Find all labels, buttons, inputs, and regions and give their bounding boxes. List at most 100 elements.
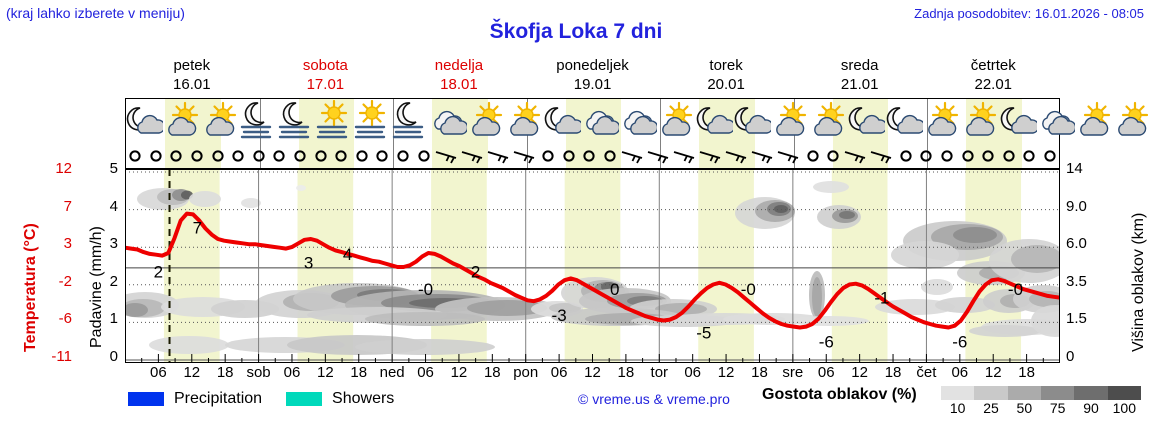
x-tick-label-0: 06	[150, 364, 167, 381]
wind-calm-icon	[1040, 143, 1061, 168]
day-header-5: sreda 21.01	[793, 56, 927, 96]
x-tick-label-17: 12	[717, 364, 735, 381]
temperature-label: 0	[610, 280, 619, 299]
sun-cloud-icon	[1113, 99, 1151, 143]
location-menu-note: (kraj lahko izberete v meniju)	[6, 5, 185, 21]
day-date: 20.01	[707, 76, 745, 93]
sun-cloud-icon	[163, 99, 201, 143]
wind-calm-icon	[559, 143, 580, 168]
wind-calm-icon	[998, 143, 1019, 168]
wind-calm-icon	[802, 143, 823, 168]
cloud-density-label: Gostota oblakov (%)	[762, 386, 917, 403]
cloud-height-tick-0: 14	[1066, 160, 1083, 177]
cloud-height-tick-1: 9.0	[1066, 197, 1087, 215]
temperature-axis-ticks: 12 7 3 -2 -6 -11	[40, 160, 72, 370]
x-tick-label-14: 18	[617, 364, 635, 381]
cloud-density-tick-0: 10	[949, 400, 966, 416]
day-header-3: ponedeljek 19.01	[526, 56, 660, 96]
x-tick-label-19: sre	[782, 364, 804, 381]
wind-calm-icon	[166, 143, 187, 168]
sun-cloud-icon	[809, 99, 847, 143]
wind-calm-icon	[916, 143, 937, 168]
precipitation-tick-3: 2	[109, 272, 118, 290]
precipitation-tick-4: 1	[109, 310, 118, 328]
cloud-height-tick-3: 3.5	[1066, 272, 1087, 290]
cloud-height-tick-5: 0	[1066, 348, 1075, 365]
cloud-height-tick-2: 6.0	[1066, 235, 1087, 253]
wind-barb-strip	[125, 143, 1060, 169]
wind-barb-icon	[750, 143, 776, 168]
x-tick-label-20: 06	[817, 364, 835, 381]
x-tick-label-26: 18	[1018, 364, 1035, 381]
precipitation-legend-label: Precipitation	[174, 390, 263, 407]
wind-calm-icon	[823, 143, 844, 168]
day-header-1: sobota 17.01	[259, 56, 393, 96]
precipitation-axis-ticks: 5 4 3 2 1 0	[96, 160, 118, 370]
precipitation-tick-0: 5	[109, 160, 118, 177]
moon-cloud-icon	[695, 99, 733, 143]
wind-calm-icon	[413, 143, 434, 168]
moon-cloud-icon	[125, 99, 163, 143]
wind-calm-icon	[228, 143, 249, 168]
forecast-graph: 2 7 3 4 -0 2 -3 0 -5 -0 -6 -1 -6 -0	[125, 169, 1060, 363]
wind-calm-icon	[895, 143, 916, 168]
temperature-tick-4: -6	[58, 310, 72, 328]
temperature-label: -6	[819, 332, 834, 351]
day-name: ponedeljek	[556, 57, 629, 74]
cloud-density-colorbar	[941, 386, 1141, 400]
wind-calm-icon	[579, 143, 600, 168]
x-tick-label-22: 18	[884, 364, 902, 381]
wind-calm-icon	[290, 143, 311, 168]
x-tick-label-10: 18	[483, 364, 501, 381]
showers-swatch	[286, 392, 323, 406]
x-tick-label-2: 18	[216, 364, 234, 381]
sun-cloud-icon	[923, 99, 961, 143]
x-tick-label-9: 12	[450, 364, 468, 381]
cloud-height-tick-4: 1.5	[1066, 310, 1087, 328]
wind-barb-icon	[776, 143, 802, 168]
x-tick-label-1: 12	[183, 364, 201, 381]
x-tick-label-15: tor	[650, 364, 669, 381]
temperature-label: -6	[952, 332, 967, 351]
wind-barb-icon	[512, 143, 538, 168]
wind-calm-icon	[393, 143, 414, 168]
wind-barb-icon	[620, 143, 646, 168]
page-title: Škofja Loka 7 dni	[489, 20, 663, 43]
day-date: 17.01	[306, 76, 345, 93]
temperature-label: -0	[741, 280, 756, 299]
sun-cloud-icon	[771, 99, 809, 143]
moon-cloud-icon	[543, 99, 581, 143]
day-date: 22.01	[974, 76, 1013, 93]
cloud-density-swatch-3	[1040, 386, 1075, 400]
x-tick-label-6: 18	[350, 364, 368, 381]
x-tick-label-4: 06	[283, 364, 301, 381]
temperature-label: 2	[471, 262, 480, 281]
cloud-density-swatch-0	[941, 386, 975, 400]
wind-calm-icon	[146, 143, 167, 168]
precipitation-swatch	[128, 392, 164, 406]
wind-barb-icon	[843, 143, 869, 168]
sun-cloud-icon	[467, 99, 505, 143]
precipitation-tick-2: 3	[109, 235, 118, 253]
cloud-height-axis-title: Višina oblakov (km)	[1130, 212, 1147, 352]
wind-calm-icon	[352, 143, 373, 168]
wind-calm-icon	[600, 143, 621, 168]
moon-cloud-icon	[847, 99, 885, 143]
cloud-density-tick-4: 90	[1083, 400, 1099, 416]
x-tick-label-18: 18	[751, 364, 768, 381]
cloud-icon	[429, 99, 467, 143]
sun-cloud-icon	[961, 99, 999, 143]
moon-cloud-icon	[999, 99, 1037, 143]
day-date: 16.01	[173, 76, 211, 93]
copyright-label: © vreme.us & vreme.pro	[578, 391, 730, 407]
precip-legend: Precipitation Showers	[128, 388, 408, 410]
day-name: torek	[709, 57, 743, 74]
x-tick-label-12: 06	[550, 364, 568, 381]
cloud-icon	[619, 99, 657, 143]
x-tick-label-3: sob	[246, 364, 271, 381]
wind-barb-icon	[869, 143, 895, 168]
sun-cloud-icon	[505, 99, 543, 143]
x-tick-label-25: 12	[984, 364, 1002, 381]
wind-calm-icon	[937, 143, 958, 168]
temperature-label: -3	[552, 306, 567, 325]
